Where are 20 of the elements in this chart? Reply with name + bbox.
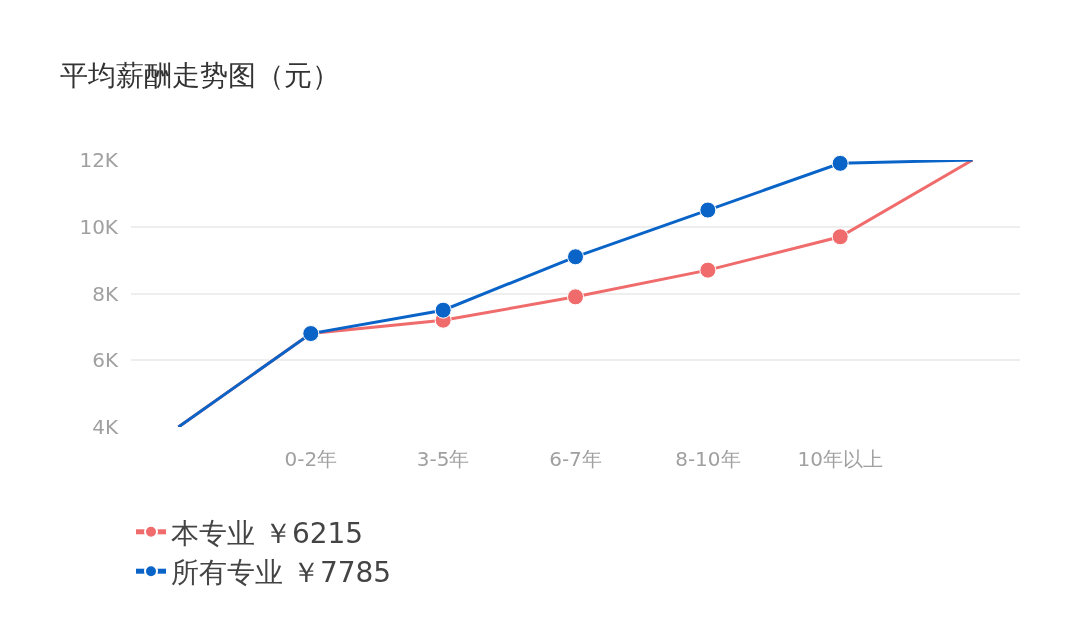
legend-label: 本专业 ￥6215 (171, 516, 364, 550)
x-tick-label: 10年以上 (797, 447, 883, 471)
point (567, 248, 584, 266)
x-tick-label: 3-5年 (416, 447, 470, 471)
y-tick-label: 6K (92, 348, 119, 373)
y-tick-label: 4K (92, 415, 119, 439)
point (567, 288, 584, 306)
x-tick-label: 0-2年 (284, 447, 338, 471)
point (699, 261, 717, 279)
y-tick-label: 8K (92, 281, 119, 306)
point (831, 154, 849, 172)
point (699, 201, 717, 219)
chart-title: 平均薪酬走势图（元） (60, 58, 341, 92)
x-tick-label: 6-7年 (549, 447, 602, 471)
y-tick-label: 10K (79, 214, 119, 239)
point (434, 301, 452, 319)
legend-label: 所有专业 ￥7785 (171, 556, 392, 590)
x-tick-label: 8-10年 (675, 447, 741, 471)
point (831, 228, 849, 246)
y-tick-label: 12K (79, 148, 119, 172)
